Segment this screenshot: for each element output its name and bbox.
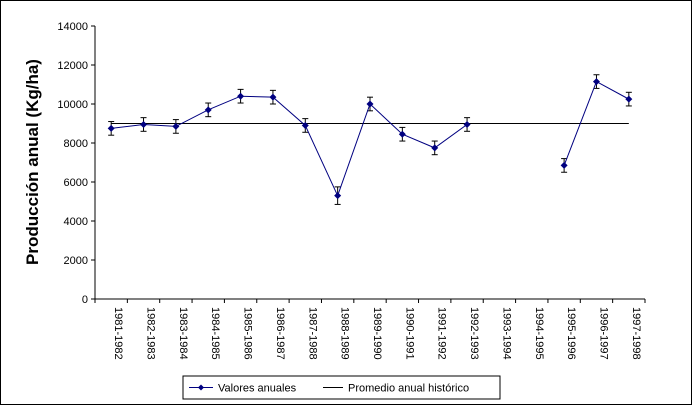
data-point bbox=[366, 100, 374, 108]
y-tick-label: 4000 bbox=[64, 216, 88, 228]
data-point bbox=[204, 106, 212, 114]
y-axis-title: Producción anual (Kg/ha) bbox=[23, 59, 42, 265]
x-tick-label: 1996-1997 bbox=[597, 307, 609, 360]
data-point bbox=[625, 95, 633, 103]
x-tick-label: 1994-1995 bbox=[533, 307, 545, 360]
data-point bbox=[334, 192, 342, 200]
data-point bbox=[172, 122, 180, 130]
x-tick-label: 1985-1986 bbox=[242, 307, 254, 360]
data-point bbox=[431, 144, 439, 152]
x-axis-ticks: 1981-1982 1982-1983 1983-1984 1984-1985 1985… bbox=[94, 299, 646, 360]
legend: Valores anuales Promedio anual histórico bbox=[182, 375, 501, 400]
y-tick-label: 14000 bbox=[57, 21, 88, 33]
y-tick-label: 12000 bbox=[57, 60, 88, 72]
data-point bbox=[107, 124, 115, 132]
x-tick-label: 1995-1996 bbox=[565, 307, 577, 360]
series-segment bbox=[111, 95, 468, 197]
data-markers bbox=[107, 78, 633, 200]
x-tick-label: 1987-1988 bbox=[306, 307, 318, 360]
x-tick-label: 1984-1985 bbox=[209, 307, 221, 360]
data-point bbox=[237, 92, 245, 100]
legend-marker-icon bbox=[198, 384, 204, 391]
legend-label-average: Promedio anual histórico bbox=[348, 383, 469, 395]
x-tick-label: 1982-1983 bbox=[145, 307, 157, 360]
x-tick-label: 1983-1984 bbox=[177, 307, 189, 360]
y-tick-label: 0 bbox=[82, 294, 88, 306]
data-point bbox=[269, 93, 277, 101]
x-tick-label: 1997-1998 bbox=[630, 307, 642, 360]
data-point bbox=[560, 161, 568, 169]
y-tick-label: 8000 bbox=[64, 138, 88, 150]
data-point bbox=[398, 130, 406, 138]
x-tick-label: 1981-1982 bbox=[112, 307, 124, 360]
y-tick-label: 6000 bbox=[64, 177, 88, 189]
x-tick-label: 1991-1992 bbox=[436, 307, 448, 360]
data-point bbox=[592, 78, 600, 86]
data-point bbox=[140, 120, 148, 128]
data-point bbox=[301, 121, 309, 129]
legend-label-series: Valores anuales bbox=[218, 383, 297, 395]
x-tick-label: 1988-1989 bbox=[339, 307, 351, 360]
data-point bbox=[463, 120, 471, 128]
x-tick-label: 1992-1993 bbox=[468, 307, 480, 360]
y-axis-ticks: 0 2000 4000 6000 8000 10000 12000 14000 bbox=[57, 21, 95, 306]
y-tick-label: 2000 bbox=[64, 255, 88, 267]
x-tick-label: 1989-1990 bbox=[371, 307, 383, 360]
x-tick-label: 1990-1991 bbox=[403, 307, 415, 360]
x-tick-label: 1993-1994 bbox=[500, 307, 512, 360]
y-tick-label: 10000 bbox=[57, 99, 88, 111]
x-tick-label: 1986-1987 bbox=[274, 307, 286, 360]
error-bars bbox=[108, 74, 632, 205]
